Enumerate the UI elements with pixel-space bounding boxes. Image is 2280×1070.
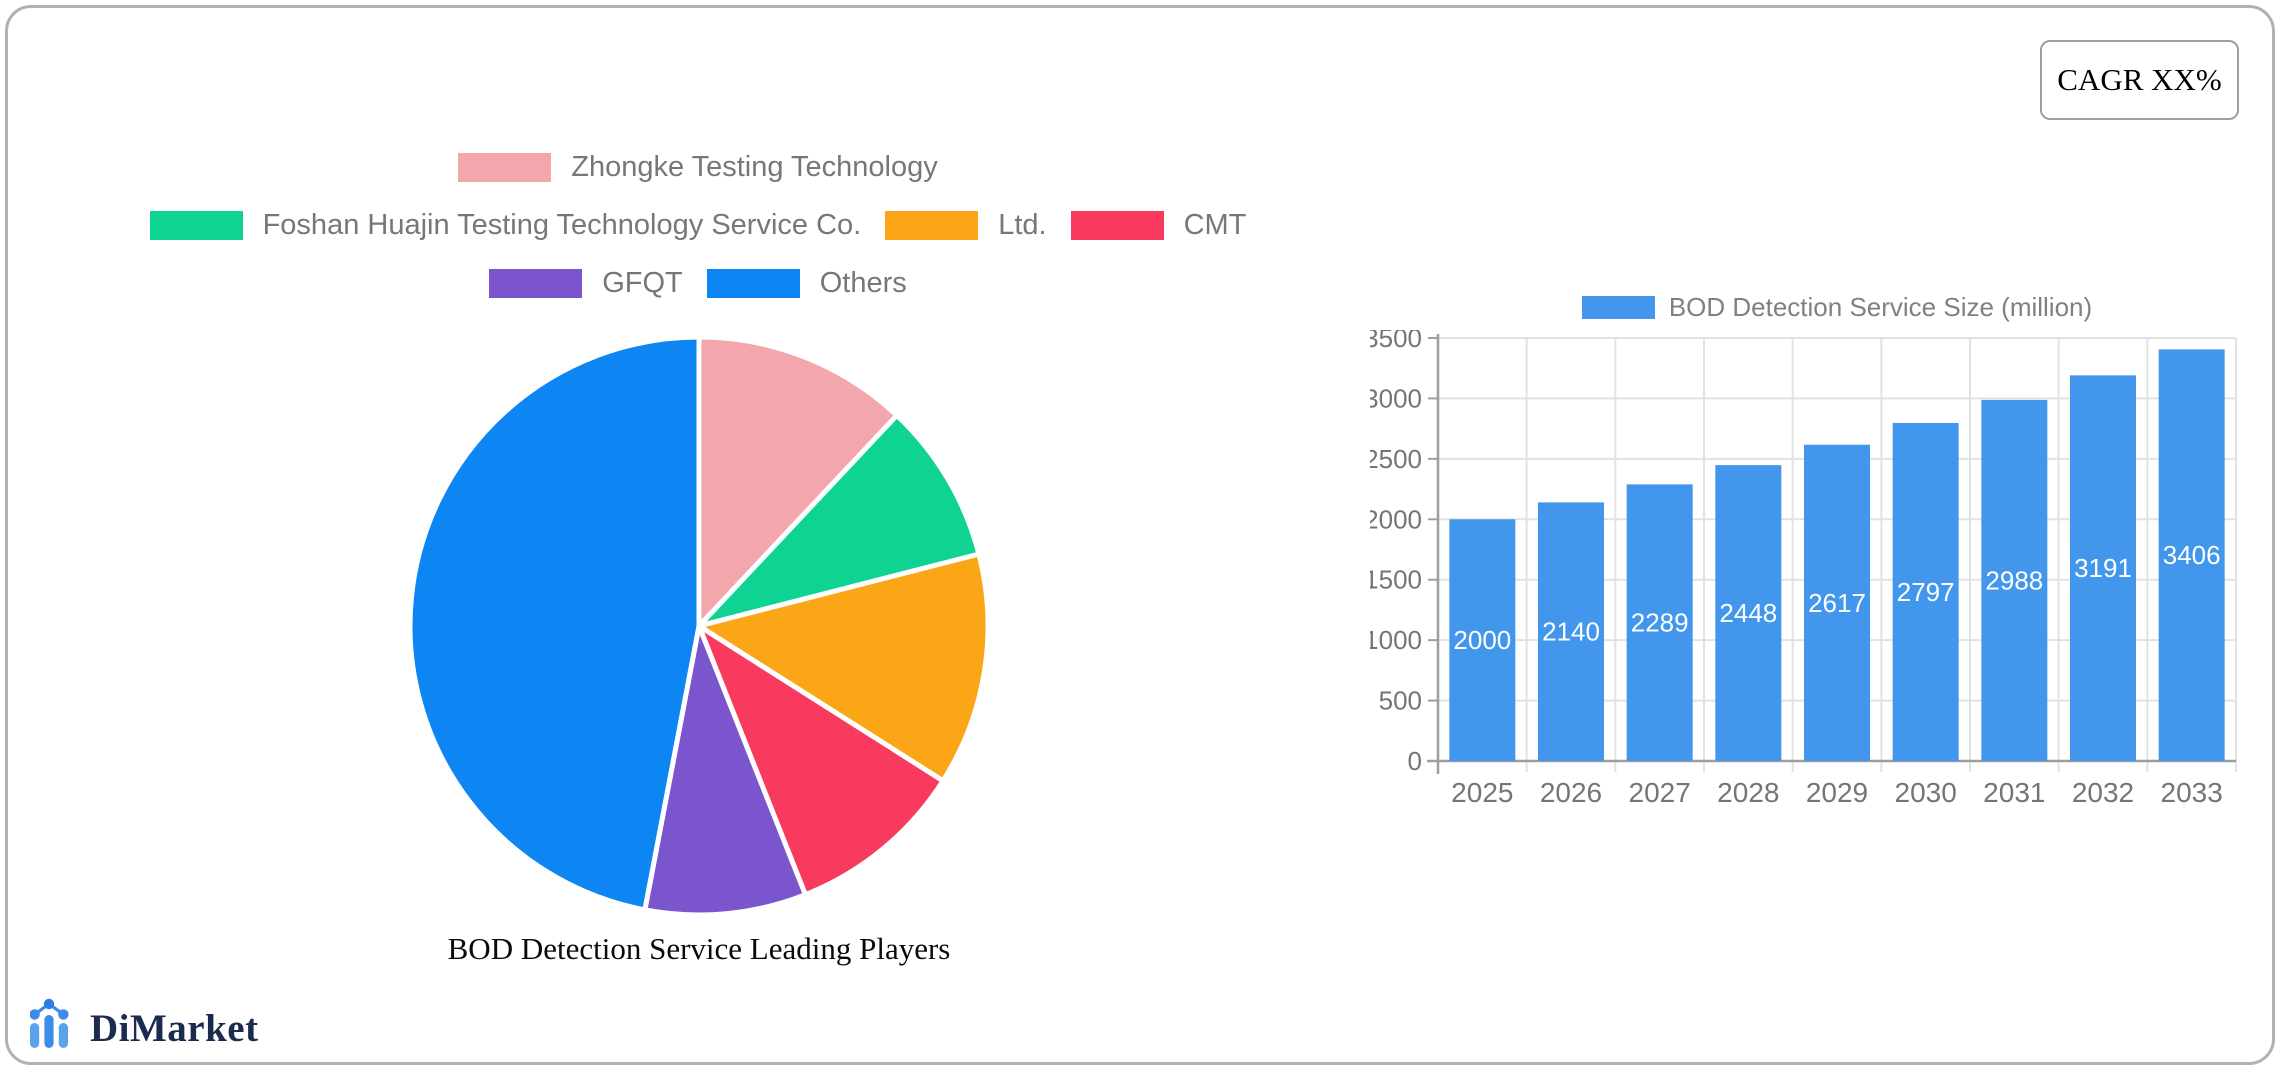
pie-slice-zhongke-testing-technology [696,334,900,629]
pie-legend-item-foshan-huajin-testing-technology-service-co: Foshan Huajin Testing Technology Service… [149,208,862,242]
legend-label-ltd: Ltd. [998,208,1047,241]
legend-swatch-ltd [885,211,979,241]
pie-legend-item-others: Others [706,266,907,300]
bar-value-label-2030: 2797 [1897,577,1955,607]
bar-value-label-2032: 3191 [2074,553,2132,583]
y-tick-label-3000: 3000 [1370,383,1422,413]
x-tick-label-2027: 2027 [1629,777,1691,808]
x-tick-label-2028: 2028 [1717,777,1779,808]
x-tick-label-2031: 2031 [1983,777,2045,808]
legend-swatch-cmt [1070,211,1164,241]
bar-value-label-2028: 2448 [1719,598,1777,628]
cagr-label: CAGR XX% [2057,62,2222,97]
pie-slice-foshan-huajin-testing-technology-service-co [696,412,982,629]
x-tick-label-2026: 2026 [1540,777,1602,808]
pie-legend-item-cmt: CMT [1070,208,1247,242]
bar-value-label-2025: 2000 [1453,625,1511,655]
bar-2031 [1981,399,2048,761]
pie-slice-cmt [696,623,946,898]
pie-legend-item-ltd: Ltd. [885,208,1047,242]
bar-value-label-2029: 2617 [1808,588,1866,618]
y-tick-label-0: 0 [1408,746,1422,776]
legend-swatch-others [706,269,800,299]
pie-slice-gfqt [642,623,808,918]
bar-2030 [1892,422,1959,761]
bar-2029 [1804,444,1870,761]
bar-chart-sparkline-icon [30,998,69,1048]
legend-label-gfqt: GFQT [602,266,683,299]
bar-value-label-2031: 2988 [1985,565,2043,595]
pie-legend: Zhongke Testing Technology Foshan Huajin … [38,151,1358,300]
dimarket-logo: DiMarket [30,998,259,1048]
legend-label-cmt: CMT [1183,208,1247,241]
legend-label-zhongke-testing-technology: Zhongke Testing Technology [571,151,938,183]
y-tick-label-1500: 1500 [1370,565,1422,595]
dimarket-logo-text: DiMarket [90,1007,259,1050]
x-tick-label-2025: 2025 [1451,777,1513,808]
y-tick-label-2000: 2000 [1370,504,1422,534]
x-tick-label-2029: 2029 [1806,777,1868,808]
pie-chart-title: BOD Detection Service Leading Players [447,931,951,966]
legend-swatch-zhongke-testing-technology [458,153,552,183]
pie-legend-row-1: Zhongke Testing Technology [38,151,1358,184]
x-tick-label-2032: 2032 [2072,777,2134,808]
bar-2033 [2158,349,2225,761]
pie-legend-item-zhongke-testing-technology: Zhongke Testing Technology [458,151,938,184]
pie-legend-row-3: GFQT Others [38,266,1358,300]
legend-label-foshan-huajin-testing-technology-service-co: Foshan Huajin Testing Technology Service… [262,208,862,241]
y-tick-label-500: 500 [1379,686,1422,716]
legend-label-others: Others [819,266,907,299]
bar-2028 [1715,465,1782,761]
x-tick-label-2030: 2030 [1895,777,1957,808]
pie-legend-item-gfqt: GFQT [489,266,683,300]
pie-chart [407,334,991,918]
bar-2025 [1449,519,1516,761]
cagr-badge: CAGR XX% [2040,40,2239,120]
bar-2032 [2070,375,2136,761]
x-tick-label-2033: 2033 [2161,777,2223,808]
bar-chart: 0 500 1000 1500 2000 2500 3000 3500 2000 2025 2140… [1370,330,2237,808]
legend-swatch-foshan-huajin-testing-technology-service-co [149,211,243,241]
pie-legend-row-2: Foshan Huajin Testing Technology Service… [38,208,1358,242]
bar-value-label-2033: 3406 [2163,540,2221,570]
y-tick-label-3500: 3500 [1370,330,1422,353]
pie-slice-ltd [696,551,991,784]
y-tick-label-2500: 2500 [1370,444,1422,474]
bar-legend-label: BOD Detection Service Size (million) [1668,292,2093,322]
bar-value-label-2027: 2289 [1631,608,1689,638]
legend-swatch-gfqt [489,269,583,299]
bar-value-label-2026: 2140 [1542,617,1600,647]
bar-legend-swatch [1581,296,1655,319]
bar-legend: BOD Detection Service Size (million) [1438,292,2236,323]
bar-2026 [1538,502,1604,761]
pie-slice-others [407,334,702,913]
bar-2027 [1626,484,1693,761]
y-tick-label-1000: 1000 [1370,625,1422,655]
